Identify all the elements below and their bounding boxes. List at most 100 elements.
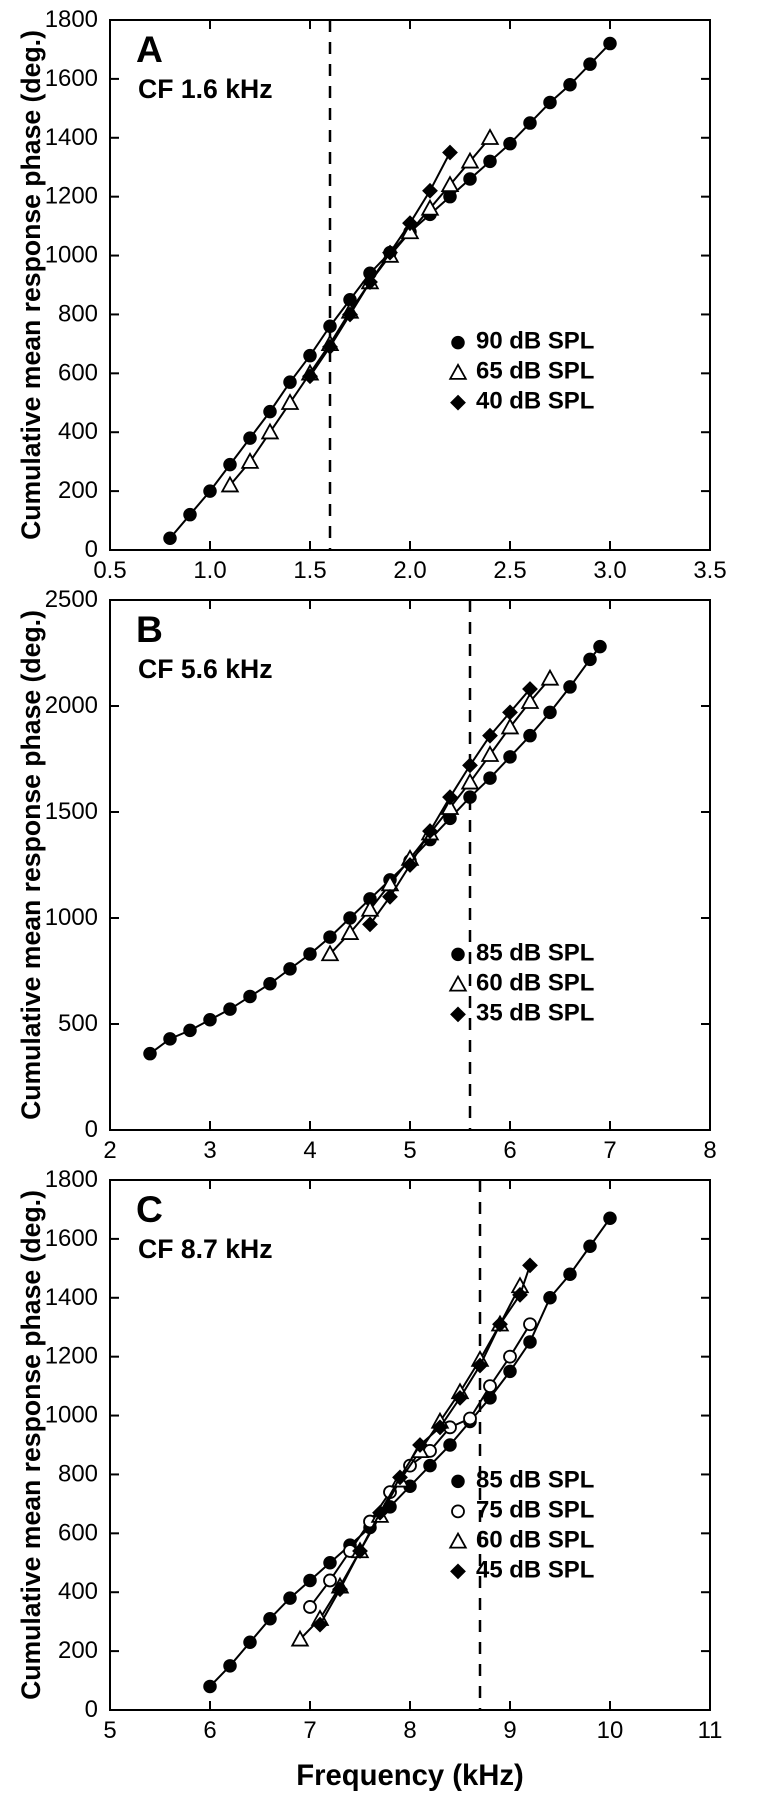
panel-C-series-0-marker-2: [244, 1636, 256, 1648]
panel-B-series-0-marker-20: [544, 706, 556, 718]
panel-C-letter: C: [136, 1188, 163, 1230]
panel-A-svg: 0.51.01.52.02.53.03.50200400600800100012…: [20, 0, 740, 610]
panel-C-series-0-marker-19: [584, 1240, 596, 1252]
panel-A-series-0-marker-19: [544, 96, 556, 108]
panel-B-series-0-marker-4: [224, 1003, 236, 1015]
panel-C-series-0-marker-15: [504, 1365, 516, 1377]
panel-A-series-2-marker-6: [423, 184, 437, 198]
y-tick-label: 800: [58, 1460, 98, 1487]
panel-C-series-0-marker-0: [204, 1680, 216, 1692]
panel-B-series-0-marker-7: [284, 963, 296, 975]
panel-B-series-0-marker-1: [164, 1033, 176, 1045]
panel-B-svg: 234567805001000150020002500BCF 5.6 kHzCu…: [20, 580, 740, 1190]
panel-B-series-0-marker-0: [144, 1048, 156, 1060]
panel-C-series-1-marker-9: [484, 1380, 496, 1392]
panel-A-series-0-marker-18: [524, 117, 536, 129]
panel-A-series-0-marker-21: [584, 58, 596, 70]
y-tick-label: 1600: [45, 65, 98, 92]
panel-A-series-0-marker-5: [264, 406, 276, 418]
panel-C-series-1-marker-0: [304, 1601, 316, 1613]
panel-A-legend-marker-2: [451, 395, 465, 409]
panel-A-series-1-marker-3: [282, 395, 298, 409]
panel-A-series-2-marker-7: [443, 145, 457, 159]
x-tick-label: 5: [103, 1717, 116, 1744]
y-tick-label: 200: [58, 1637, 98, 1664]
panel-B-subtitle: CF 5.6 kHz: [138, 654, 273, 684]
y-tick-label: 400: [58, 418, 98, 445]
panel-B-series-0-marker-21: [564, 681, 576, 693]
x-tick-label: 9: [503, 1717, 516, 1744]
panel-A-series-0-marker-15: [464, 173, 476, 185]
y-tick-label: 0: [85, 536, 98, 563]
panel-B-legend-label-0: 85 dB SPL: [476, 939, 594, 966]
panel-B-series-1-marker-8: [482, 747, 498, 761]
panel-A-series-0-marker-0: [164, 532, 176, 544]
panel-B-series-0-marker-16: [464, 791, 476, 803]
panel-C-ylabel: Cumulative mean response phase (deg.): [20, 1190, 46, 1700]
y-tick-label: 600: [58, 359, 98, 386]
panel-C-series-0-marker-18: [564, 1268, 576, 1280]
panel-C-svg: 5678910110200400600800100012001400160018…: [20, 1160, 740, 1770]
panel-C-legend-label-1: 75 dB SPL: [476, 1496, 594, 1523]
y-tick-label: 1600: [45, 1225, 98, 1252]
panel-C-series-0-marker-6: [324, 1557, 336, 1569]
y-tick-label: 1400: [45, 1284, 98, 1311]
panel-C-series-0-marker-12: [444, 1439, 456, 1451]
y-tick-label: 1800: [45, 6, 98, 33]
y-tick-label: 0: [85, 1696, 98, 1723]
panel-B-series-0-marker-10: [344, 912, 356, 924]
y-tick-label: 1800: [45, 1166, 98, 1193]
panel-A-legend-marker-0: [452, 337, 464, 349]
panel-C-series-0-marker-4: [284, 1592, 296, 1604]
panel-A-series-0-marker-6: [284, 376, 296, 388]
panel-B-legend-marker-1: [450, 977, 466, 991]
panel-B-legend-marker-0: [452, 948, 464, 960]
panel-C-series-1-marker-1: [324, 1574, 336, 1586]
shared-xlabel: Frequency (kHz): [110, 1760, 710, 1793]
y-tick-label: 400: [58, 1578, 98, 1605]
panel-B-series-0-marker-17: [484, 772, 496, 784]
panel-A-series-0-marker-3: [224, 459, 236, 471]
x-tick-label: 6: [203, 1717, 216, 1744]
panel-C-series-0-marker-5: [304, 1574, 316, 1586]
panel-A-series-0-marker-8: [324, 320, 336, 332]
y-tick-label: 1000: [45, 904, 98, 931]
panel-A-legend-label-1: 65 dB SPL: [476, 358, 594, 385]
y-tick-label: 1400: [45, 124, 98, 151]
y-tick-label: 1200: [45, 1343, 98, 1370]
panel-A-series-0-marker-20: [564, 79, 576, 91]
y-tick-label: 2000: [45, 692, 98, 719]
panel-A-series-0-marker-2: [204, 485, 216, 497]
panel-C-legend-marker-2: [450, 1534, 466, 1548]
y-tick-label: 1500: [45, 798, 98, 825]
panel-C-series-0-marker-1: [224, 1660, 236, 1672]
panel-C-series-0-marker-20: [604, 1212, 616, 1224]
panel-C-series-0-marker-11: [424, 1460, 436, 1472]
panel-B-series-0-marker-18: [504, 751, 516, 763]
panel-B-series-0-marker-9: [324, 931, 336, 943]
x-tick-label: 11: [698, 1717, 723, 1744]
y-tick-label: 600: [58, 1519, 98, 1546]
figure-container: 0.51.01.52.02.53.03.50200400600800100012…: [0, 0, 762, 1800]
panel-C-series-3-marker-11: [523, 1258, 537, 1272]
panel-A-series-0-marker-17: [504, 138, 516, 150]
panel-B-series-2-marker-0: [363, 917, 377, 931]
panel-B-series-1-marker-7: [462, 775, 478, 789]
x-tick-label: 10: [597, 1717, 624, 1744]
panel-B-series-1-marker-11: [542, 671, 558, 685]
y-tick-label: 1000: [45, 242, 98, 269]
y-tick-label: 2500: [45, 586, 98, 613]
x-tick-label: 7: [303, 1717, 316, 1744]
panel-B-legend-label-2: 35 dB SPL: [476, 999, 594, 1026]
panel-B-series-0-marker-3: [204, 1014, 216, 1026]
panel-B-series-0-marker-23: [594, 641, 606, 653]
y-tick-label: 200: [58, 477, 98, 504]
panel-C-series-0-marker-3: [264, 1613, 276, 1625]
panel-A-series-0-marker-16: [484, 155, 496, 167]
panel-B-letter: B: [136, 608, 163, 650]
panel-A-series-1-marker-13: [482, 130, 498, 144]
panel-C-series-1-marker-10: [504, 1351, 516, 1363]
panel-B-series-0-marker-2: [184, 1024, 196, 1036]
panel-C-subtitle: CF 8.7 kHz: [138, 1234, 273, 1264]
panel-B-series-0-marker-22: [584, 653, 596, 665]
